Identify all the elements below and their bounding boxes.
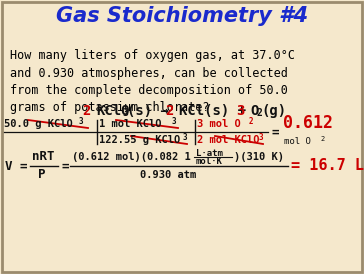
Text: )(310 K): )(310 K)	[234, 152, 284, 162]
Text: 122.55 g KClO: 122.55 g KClO	[99, 135, 180, 145]
Text: O: O	[250, 104, 259, 118]
Text: V =: V =	[5, 159, 28, 173]
Text: mol·K: mol·K	[196, 158, 223, 167]
Text: KCl(s) +: KCl(s) +	[179, 104, 254, 118]
Text: 0.612: 0.612	[283, 114, 333, 132]
Text: (s) →: (s) →	[127, 104, 177, 118]
Text: 2 mol KClO: 2 mol KClO	[197, 135, 260, 145]
Text: How many liters of oxygen gas, at 37.0°C
and 0.930 atmospheres, can be collected: How many liters of oxygen gas, at 37.0°C…	[10, 49, 295, 115]
Text: 2: 2	[166, 104, 182, 118]
Text: 1 mol KClO: 1 mol KClO	[99, 119, 162, 129]
Text: L·atm: L·atm	[196, 149, 223, 158]
Text: 2: 2	[249, 117, 254, 126]
Text: KClO: KClO	[96, 104, 130, 118]
Text: 3 mol O: 3 mol O	[197, 119, 241, 129]
Text: mol O: mol O	[284, 136, 311, 145]
Text: 2: 2	[83, 104, 100, 118]
Text: 3: 3	[79, 117, 84, 126]
Text: (g): (g)	[261, 104, 286, 118]
Text: 3: 3	[172, 117, 177, 126]
Text: 2: 2	[320, 136, 324, 142]
Text: 3: 3	[183, 133, 187, 142]
FancyBboxPatch shape	[2, 2, 362, 272]
Text: 0.930 atm: 0.930 atm	[140, 170, 196, 180]
Text: 2: 2	[257, 108, 262, 118]
Text: 50.0 g KClO: 50.0 g KClO	[4, 119, 73, 129]
Text: 3: 3	[259, 133, 264, 142]
Text: 3: 3	[237, 104, 254, 118]
Text: =: =	[271, 125, 278, 138]
Text: 3: 3	[122, 108, 128, 118]
Text: = 16.7 L: = 16.7 L	[291, 158, 364, 173]
Text: nRT: nRT	[32, 150, 55, 164]
Text: =: =	[61, 159, 68, 173]
Text: (0.612 mol)(0.082 1: (0.612 mol)(0.082 1	[72, 152, 191, 162]
Text: P: P	[38, 169, 46, 181]
Text: Gas Stoichiometry #4: Gas Stoichiometry #4	[56, 6, 308, 26]
